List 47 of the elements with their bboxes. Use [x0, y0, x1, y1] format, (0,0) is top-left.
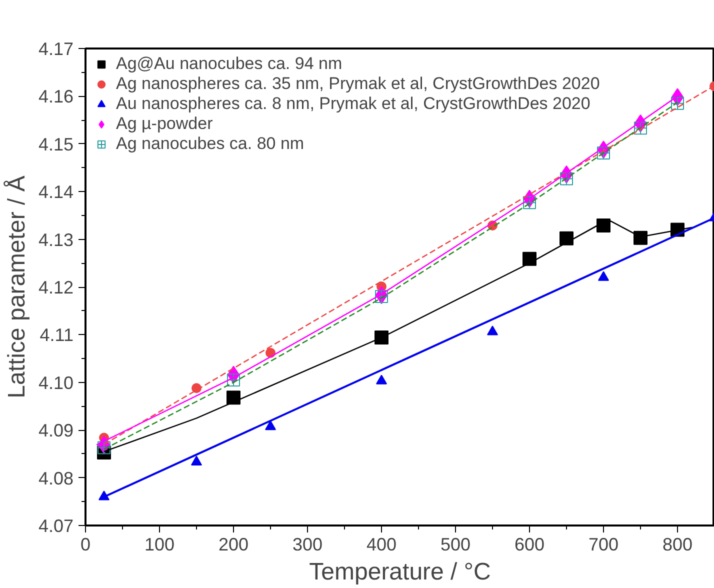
point	[191, 456, 202, 466]
point	[634, 230, 648, 245]
x-tick-label: 200	[218, 534, 249, 554]
point	[634, 122, 647, 135]
point	[487, 326, 498, 336]
y-tick-label: 4.07	[38, 516, 74, 536]
y-tick-label: 4.15	[38, 134, 74, 154]
x-tick-label: 0	[80, 534, 91, 554]
point	[560, 231, 574, 246]
legend-label: Ag nanocubes ca. 80 nm	[116, 134, 304, 154]
x-tick-label: 100	[144, 534, 175, 554]
point	[98, 441, 110, 454]
point	[265, 420, 276, 430]
y-tick-label: 4.11	[40, 325, 74, 346]
y-tick-label: 4.16	[38, 86, 74, 107]
legend-label: Ag nanospheres ca. 35 nm, Prymak et al, CrystGrowthDes 2020	[116, 74, 600, 94]
x-tick-label: 500	[440, 534, 471, 554]
x-tick-label: 600	[514, 534, 545, 554]
point	[596, 218, 610, 232]
point	[375, 290, 388, 304]
y-tick-label: 4.08	[38, 468, 74, 488]
x-tick-label: 300	[292, 534, 323, 554]
point	[523, 196, 536, 210]
x-axis-title: Temperature / °C	[309, 558, 491, 586]
y-tick-label: 4.12	[38, 278, 74, 298]
point	[226, 390, 240, 405]
legend-label: Ag µ-powder	[116, 114, 213, 134]
point	[522, 252, 536, 266]
y-tick-label: 4.14	[38, 182, 74, 202]
y-tick-label: 4.09	[38, 420, 74, 441]
point	[597, 146, 610, 160]
point	[227, 374, 240, 387]
y-tick-label: 4.13	[38, 230, 74, 250]
point	[98, 490, 110, 500]
legend-label: Au nanospheres ca. 8 nm, Prymak et al, CrystGrowthDes 2020	[116, 94, 590, 114]
x-tick-label: 700	[588, 534, 619, 554]
y-tick-label: 4.17	[38, 39, 74, 59]
point	[376, 374, 387, 384]
point	[598, 271, 609, 281]
x-tick-label: 800	[662, 534, 693, 554]
point	[374, 330, 388, 345]
point	[560, 172, 573, 186]
x-tick-label: 400	[366, 534, 397, 554]
y-axis-title: Lattice parameter / Å	[3, 176, 30, 398]
y-tick-label: 4.10	[38, 372, 74, 393]
point	[671, 96, 684, 110]
legend-label: Ag@Au nanocubes ca. 94 nm	[116, 54, 342, 74]
